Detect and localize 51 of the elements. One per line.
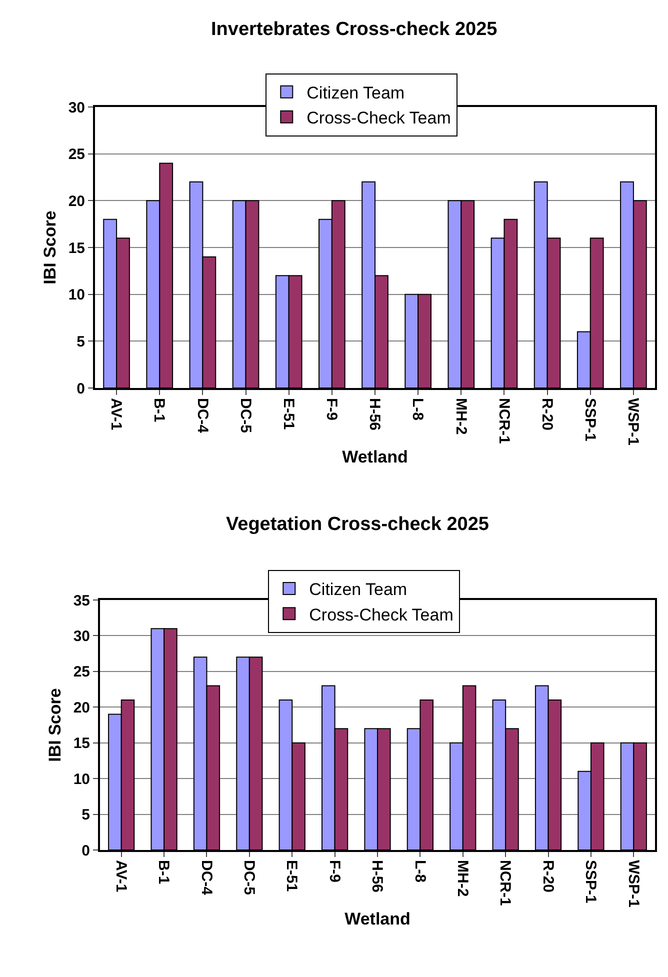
x-tick-label: E-51 bbox=[283, 860, 300, 892]
y-axis-title: IBI Score bbox=[40, 210, 60, 284]
x-tick-label: L-8 bbox=[411, 860, 428, 882]
x-tick-label: DC-5 bbox=[240, 860, 258, 896]
y-tick-label: 5 bbox=[76, 333, 85, 350]
x-axis-title: Wetland bbox=[342, 447, 408, 466]
x-tick-label: H-56 bbox=[366, 398, 384, 431]
x-tick-label: F-9 bbox=[326, 860, 343, 882]
y-tick-label: 30 bbox=[68, 99, 85, 116]
y-tick-label: 30 bbox=[73, 628, 90, 645]
x-tick-label: NCR-1 bbox=[495, 398, 512, 444]
x-tick-label: DC-5 bbox=[236, 398, 254, 434]
y-tick-label: 25 bbox=[73, 664, 90, 681]
legend-label: Citizen Team bbox=[306, 83, 405, 102]
x-tick-label: WSP-1 bbox=[624, 398, 642, 446]
x-tick-label: R-20 bbox=[538, 398, 556, 431]
chart-title: Vegetation Cross-check 2025 bbox=[226, 514, 490, 535]
x-tick-label: B-1 bbox=[150, 398, 168, 422]
y-tick-label: 20 bbox=[73, 699, 90, 716]
x-tick-label: DC-4 bbox=[194, 398, 211, 434]
x-tick-label: AV-1 bbox=[112, 860, 130, 892]
x-tick-label: E-51 bbox=[280, 398, 297, 430]
chart-title: Invertebrates Cross-check 2025 bbox=[211, 19, 498, 40]
y-tick-label: 0 bbox=[82, 842, 90, 860]
x-tick-label: R-20 bbox=[539, 860, 556, 893]
legend-label: Citizen Team bbox=[309, 580, 408, 600]
y-tick-label: 35 bbox=[73, 592, 90, 610]
x-tick-label: MH-2 bbox=[452, 398, 470, 435]
y-tick-label: 15 bbox=[73, 735, 90, 752]
y-tick-label: 20 bbox=[68, 192, 85, 210]
y-tick-label: 10 bbox=[73, 770, 90, 788]
x-tick-label: DC-4 bbox=[198, 860, 215, 896]
x-tick-label: L-8 bbox=[409, 398, 426, 420]
y-tick-label: 15 bbox=[68, 240, 85, 257]
x-tick-label: AV-1 bbox=[108, 398, 125, 430]
y-tick-label: 25 bbox=[68, 146, 85, 164]
x-tick-label: H-56 bbox=[368, 860, 386, 893]
x-tick-label: F-9 bbox=[323, 398, 340, 420]
y-tick-label: 5 bbox=[82, 806, 90, 824]
legend-label: Cross-Check Team bbox=[306, 108, 451, 128]
x-tick-label: SSP-1 bbox=[582, 398, 599, 442]
x-tick-label: NCR-1 bbox=[496, 860, 514, 906]
legend-label: Cross-Check Team bbox=[309, 605, 454, 624]
x-tick-label: SSP-1 bbox=[582, 860, 600, 904]
y-tick-label: 0 bbox=[76, 380, 85, 398]
y-axis-title: IBI Score bbox=[45, 688, 64, 762]
x-tick-label: MH-2 bbox=[454, 860, 472, 897]
x-axis-title: Wetland bbox=[344, 909, 410, 928]
x-tick-label: WSP-1 bbox=[624, 860, 642, 908]
y-tick-label: 10 bbox=[68, 286, 85, 304]
x-tick-label: B-1 bbox=[155, 860, 172, 884]
